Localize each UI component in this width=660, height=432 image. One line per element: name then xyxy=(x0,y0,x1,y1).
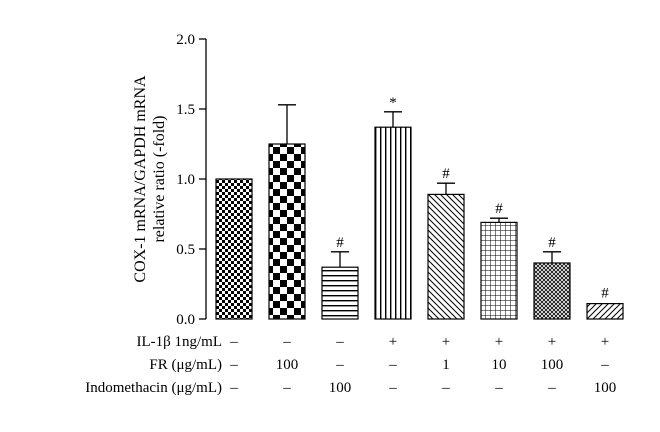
y-axis-label-line: relative ratio (-fold) xyxy=(151,115,168,242)
y-tick-label: 0.0 xyxy=(176,312,195,328)
bar xyxy=(480,221,518,320)
y-tick-label: 1.0 xyxy=(176,172,195,188)
y-axis: 0.0 0.5 1.0 1.5 2.0 xyxy=(176,32,207,328)
treatment-cell: – xyxy=(388,357,397,373)
y-tick-label: 2.0 xyxy=(176,32,195,48)
significance-marker: # xyxy=(495,201,503,217)
significance-marker: # xyxy=(601,286,609,302)
y-tick-label: 1.5 xyxy=(176,102,195,118)
treatment-cell: – xyxy=(547,380,556,396)
treatment-cell: 100 xyxy=(329,380,352,396)
significance-marker: # xyxy=(442,166,450,182)
treatment-cell: 100 xyxy=(594,380,617,396)
treatment-cell: – xyxy=(229,357,238,373)
treatment-cell: + xyxy=(601,334,609,350)
bars-group: # * # # # # xyxy=(215,95,624,320)
treatment-cell: 1 xyxy=(442,357,450,373)
treatment-cell: + xyxy=(442,334,450,350)
treatment-cell: + xyxy=(495,334,503,350)
bar xyxy=(586,303,624,320)
bar xyxy=(533,262,571,320)
y-axis-label: COX-1 mRNA/GAPDH mRNA relative ratio (-fo… xyxy=(132,75,168,283)
treatment-cell: – xyxy=(600,357,609,373)
treatment-cell: – xyxy=(441,380,450,396)
significance-marker: * xyxy=(389,95,397,111)
treatment-cell: – xyxy=(335,334,344,350)
treatment-cell: – xyxy=(388,380,397,396)
treatment-cell: + xyxy=(389,334,397,350)
y-axis-label-line: COX-1 mRNA/GAPDH mRNA xyxy=(132,75,149,283)
treatment-cell: – xyxy=(282,334,291,350)
treatment-cell: + xyxy=(548,334,556,350)
bar xyxy=(268,143,306,320)
treatment-cell: – xyxy=(335,357,344,373)
treatment-row-label: IL-1β 1ng/mL xyxy=(136,334,222,350)
treatment-cell: – xyxy=(229,334,238,350)
y-tick-label: 0.5 xyxy=(176,242,195,258)
treatment-row-label: FR (μg/mL) xyxy=(149,357,222,373)
bar xyxy=(374,126,412,320)
bar xyxy=(321,266,359,320)
significance-marker: # xyxy=(548,235,556,251)
bar xyxy=(215,178,253,320)
treatment-cell: – xyxy=(282,380,291,396)
treatment-cell: 100 xyxy=(541,357,564,373)
treatment-row-label: Indomethacin (μg/mL) xyxy=(85,380,222,396)
treatment-cell: – xyxy=(494,380,503,396)
treatment-cell: 100 xyxy=(276,357,299,373)
significance-marker: # xyxy=(336,235,344,251)
bar xyxy=(427,193,465,320)
treatment-cell: – xyxy=(229,380,238,396)
treatment-table: IL-1β 1ng/mL – – – + + + + +FR (μg/mL) –100– –1 10 1… xyxy=(85,334,616,396)
treatment-cell: 10 xyxy=(492,357,507,373)
